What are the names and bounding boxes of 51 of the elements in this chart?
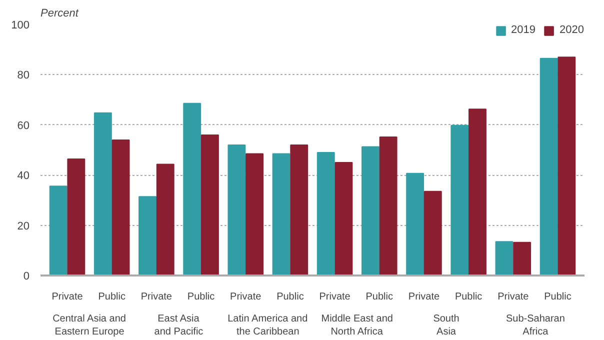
x-tick-label: Private bbox=[230, 292, 262, 302]
bar bbox=[540, 58, 558, 276]
x-tick-label: Private bbox=[52, 292, 84, 302]
bar bbox=[424, 190, 442, 276]
text: South Asia bbox=[433, 314, 460, 338]
bar bbox=[94, 112, 112, 276]
x-tick-label: Public bbox=[544, 292, 572, 302]
bar bbox=[379, 136, 398, 276]
x-tick-label: Public bbox=[454, 292, 482, 302]
legend-label: 2020 bbox=[560, 24, 584, 36]
bar bbox=[450, 124, 469, 276]
bar bbox=[558, 56, 576, 276]
text: Middle East and North Africa bbox=[321, 314, 393, 338]
x-tick-label: Public bbox=[187, 292, 215, 302]
y-axis-title: Percent bbox=[40, 8, 80, 20]
legend-label: 2019 bbox=[511, 24, 536, 36]
bar bbox=[228, 144, 246, 276]
y-tick-label: 100 bbox=[11, 20, 30, 32]
text: East Asia and Pacific bbox=[154, 314, 204, 338]
x-tick-label: Private bbox=[319, 292, 351, 302]
y-tick-label: 60 bbox=[17, 120, 30, 132]
bar bbox=[138, 196, 156, 276]
text: Sub-Saharan Africa bbox=[506, 314, 565, 338]
text: Latin America and the Caribbean bbox=[228, 314, 308, 338]
x-tick-label: Public bbox=[276, 292, 304, 302]
y-tick-label: 40 bbox=[17, 170, 30, 182]
bar bbox=[316, 152, 335, 276]
bar bbox=[495, 241, 514, 276]
bar bbox=[468, 108, 486, 276]
bar bbox=[49, 186, 68, 276]
bar bbox=[112, 139, 130, 276]
x-tick-label: Public bbox=[98, 292, 126, 302]
text: Central Asia and Eastern Europe bbox=[52, 314, 126, 338]
bar bbox=[156, 164, 174, 276]
bar bbox=[246, 153, 264, 276]
y-tick-label: 80 bbox=[17, 70, 30, 82]
bar bbox=[513, 242, 532, 276]
x-tick-label: Private bbox=[140, 292, 172, 302]
y-tick-label: 0 bbox=[23, 270, 30, 282]
bar bbox=[361, 146, 380, 276]
bar bbox=[290, 144, 308, 276]
bar bbox=[406, 172, 424, 276]
x-tick-label: Public bbox=[366, 292, 394, 302]
bar bbox=[183, 102, 202, 276]
x-tick-label: Private bbox=[408, 292, 440, 302]
bar bbox=[200, 134, 219, 276]
bar bbox=[272, 153, 290, 276]
bar bbox=[334, 162, 353, 276]
x-tick-label: Private bbox=[498, 292, 530, 302]
bar bbox=[67, 158, 86, 276]
y-tick-label: 20 bbox=[17, 220, 30, 232]
